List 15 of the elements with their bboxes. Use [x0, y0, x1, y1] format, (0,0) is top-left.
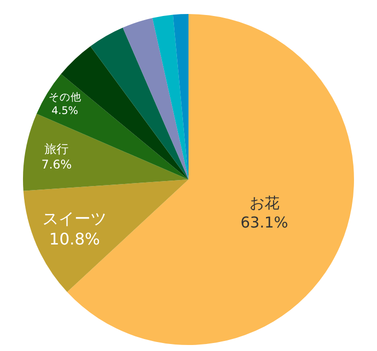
- data-label: 10.8%: [49, 230, 100, 249]
- data-label: 63.1%: [240, 213, 288, 232]
- pie-slice: [172, 14, 188, 180]
- slice-label: 旅行: [44, 142, 69, 156]
- slice-label: お花: [249, 194, 280, 212]
- pie-slice: [36, 74, 188, 180]
- data-label: 4.5%: [51, 105, 78, 118]
- pie-slice: [23, 114, 188, 191]
- slice-label: スイーツ: [42, 208, 107, 228]
- pie-slice: [90, 28, 188, 180]
- data-label: 7.6%: [41, 158, 72, 172]
- pie-slice: [152, 14, 188, 180]
- slice-label: その他: [48, 91, 82, 104]
- pie-slice: [122, 18, 188, 180]
- pie-slice: [23, 180, 188, 292]
